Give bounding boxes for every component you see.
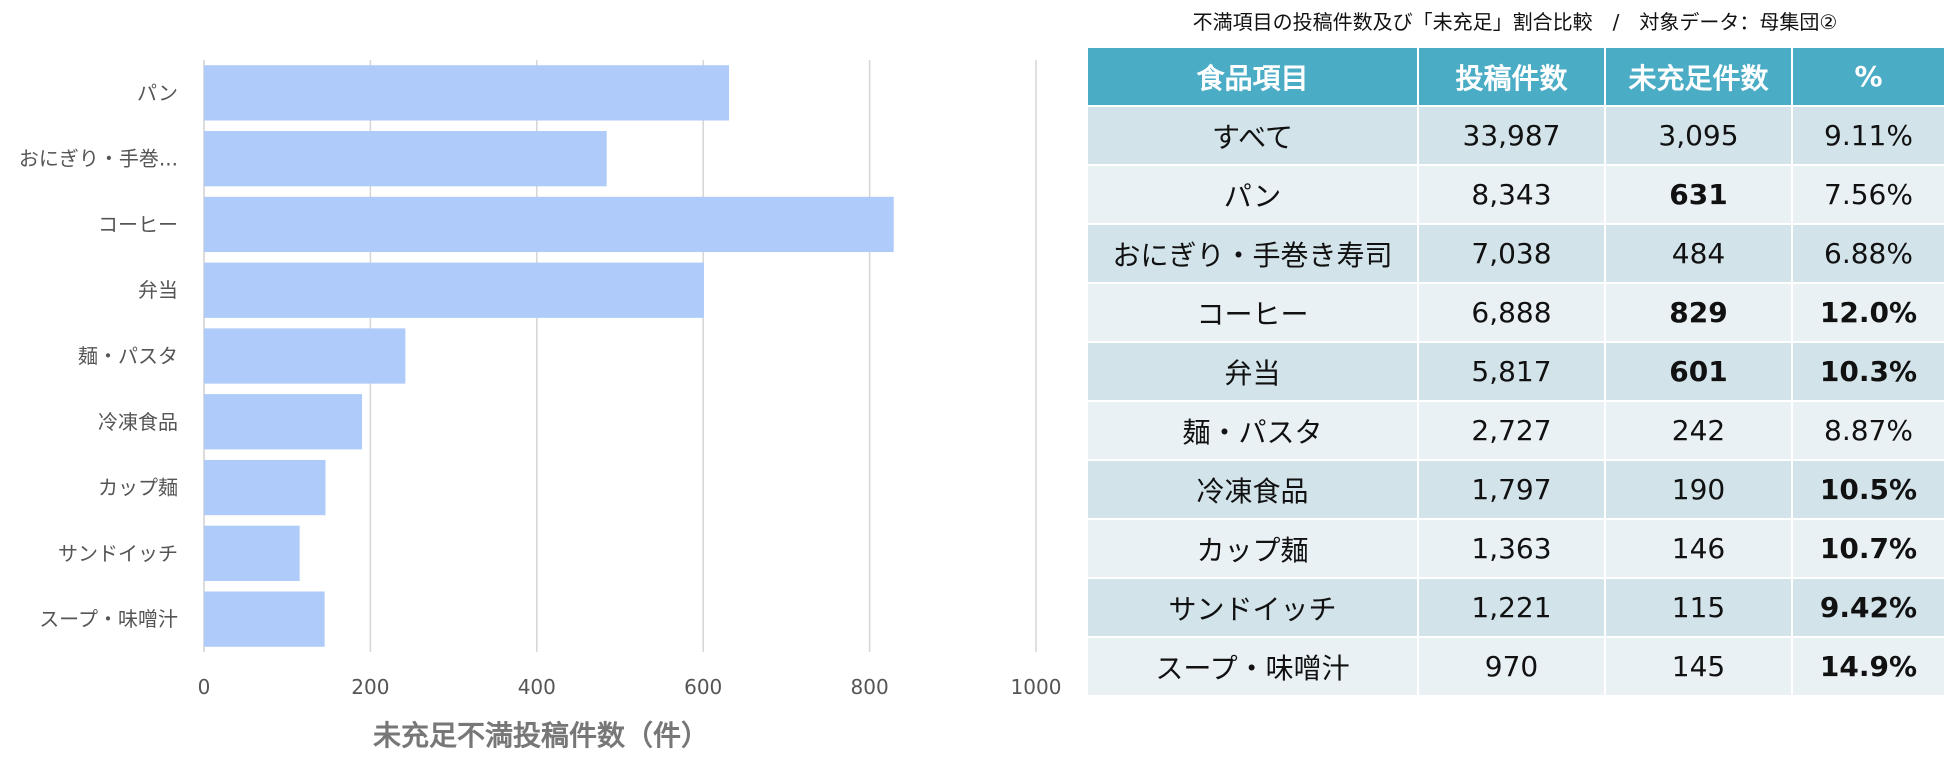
table-cell: コーヒー [1086,282,1419,343]
table-cell: 3,095 [1604,105,1793,166]
table-row: 冷凍食品 1,797 190 10.5% [1086,459,1946,520]
table-cell: 484 [1604,223,1793,284]
table-cell: 麺・パスタ [1086,400,1419,461]
table-row: サンドイッチ 1,221 115 9.42% [1086,577,1946,638]
table-cell: カップ麺 [1086,518,1419,579]
x-tick-label: 600 [684,675,722,699]
x-tick-label: 0 [198,675,211,699]
table-cell: 9.11% [1791,105,1946,166]
column-header: 食品項目 [1086,46,1419,107]
x-tick-label: 200 [351,675,389,699]
table-cell: 2,727 [1417,400,1606,461]
table-cell: 1,363 [1417,518,1606,579]
table-cell: 8,343 [1417,164,1606,225]
table-row: すべて 33,987 3,095 9.11% [1086,105,1946,166]
column-header: 投稿件数 [1417,46,1606,107]
table-cell: 145 [1604,636,1793,697]
table-title: 不満項目の投稿件数及び「未充足」割合比較 / 対象データ：母集団② [1192,10,1838,34]
bar [204,459,326,516]
bar [204,394,363,450]
category-label: パン [137,81,178,105]
table-cell: サンドイッチ [1086,577,1419,638]
table-cell: 10.5% [1791,459,1946,520]
table-row: コーヒー 6,888 829 12.0% [1086,282,1946,343]
table-cell: 10.3% [1791,341,1946,402]
table-row: 弁当 5,817 601 10.3% [1086,341,1946,402]
bar [204,525,300,581]
data-table: 食品項目 投稿件数 未充足件数% すべて 33,987 3,095 9.11% パン 8,34… [1086,46,1946,697]
table-cell: スープ・味噌汁 [1086,636,1419,697]
table-body: すべて 33,987 3,095 9.11% パン 8,343 631 7.56% おにぎり・手… [1086,105,1946,697]
category-label: サンドイッチ [58,541,178,565]
category-label: 麺・パスタ [78,344,178,368]
x-tick-label: 1000 [1011,675,1062,699]
table-cell: 146 [1604,518,1793,579]
table-cell: すべて [1086,105,1419,166]
table-cell: 631 [1604,164,1793,225]
table-cell: 12.0% [1791,282,1946,343]
table-cell: 1,797 [1417,459,1606,520]
category-label: 弁当 [138,278,178,302]
column-header: % [1791,46,1946,107]
x-tick-label: 800 [851,675,889,699]
table-cell: 115 [1604,577,1793,638]
bars [204,65,894,647]
table-header-row: 食品項目 投稿件数 未充足件数% [1086,46,1946,107]
table-cell: 弁当 [1086,341,1419,402]
table-cell: 6,888 [1417,282,1606,343]
table-cell: 970 [1417,636,1606,697]
table-cell: 冷凍食品 [1086,459,1419,520]
table-cell: 7.56% [1791,164,1946,225]
table-cell: 829 [1604,282,1793,343]
x-tick-labels: 0 200 400 600 800 1000 [198,675,1062,699]
table-cell: 10.7% [1791,518,1946,579]
bar [204,591,325,647]
table-cell: おにぎり・手巻き寿司 [1086,223,1419,284]
table-cell: 6.88% [1791,223,1946,284]
x-tick-label: 400 [518,675,556,699]
category-label: カップ麺 [98,476,178,500]
bar [204,65,729,121]
bar [204,262,705,318]
table-row: 麺・パスタ 2,727 242 8.87% [1086,400,1946,461]
table-cell: 33,987 [1417,105,1606,166]
x-axis-title: 未充足不満投稿件数（件） [373,719,709,752]
table-cell: 8.87% [1791,400,1946,461]
category-label: スープ・味噌汁 [39,607,178,631]
category-label: コーヒー [98,212,178,236]
table-cell: 5,817 [1417,341,1606,402]
table-row: パン 8,343 631 7.56% [1086,164,1946,225]
table-row: おにぎり・手巻き寿司 7,038 484 6.88% [1086,223,1946,284]
category-label: おにぎり・手巻... [19,147,178,171]
table-cell: 242 [1604,400,1793,461]
column-header: 未充足件数 [1604,46,1793,107]
table-cell: 7,038 [1417,223,1606,284]
table-row: スープ・味噌汁 970 145 14.9% [1086,636,1946,697]
table-cell: 601 [1604,341,1793,402]
table-cell: 1,221 [1417,577,1606,638]
bar [204,328,406,384]
bar [204,131,607,187]
table-cell: 190 [1604,459,1793,520]
table-cell: 14.9% [1791,636,1946,697]
table-cell: 9.42% [1791,577,1946,638]
bar [204,196,894,253]
category-label: 冷凍食品 [98,410,178,434]
table-cell: パン [1086,164,1419,225]
table-row: カップ麺 1,363 146 10.7% [1086,518,1946,579]
